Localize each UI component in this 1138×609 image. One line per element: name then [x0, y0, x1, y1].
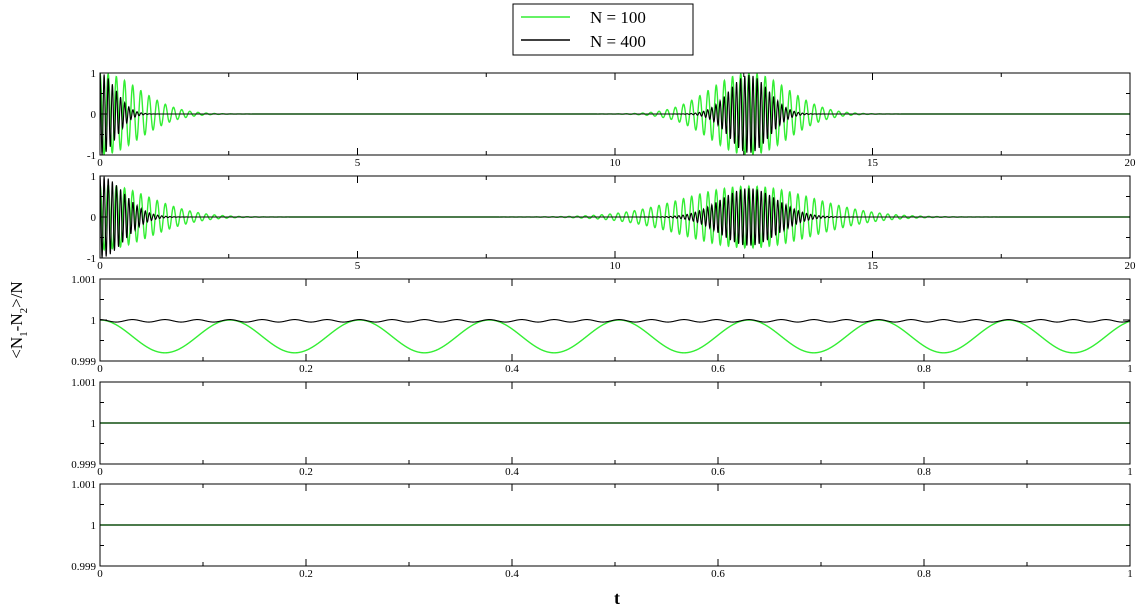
panel-4-xtick-label: 0.4 — [505, 466, 519, 478]
panel-5-ytick-label: 1 — [91, 520, 97, 532]
panel-2-series — [100, 176, 1130, 258]
panel-1-xtick-label: 10 — [610, 157, 622, 169]
panel-5-xtick-label: 0.8 — [917, 568, 931, 580]
panel-1-xtick-label: 20 — [1125, 157, 1137, 169]
panel-2-xtick-label: 20 — [1125, 260, 1137, 272]
panel-4: 0 0.2 0.4 0.6 0.8 1 0.999 1 1.001 — [71, 377, 1133, 478]
panel-2-ytick-label: -1 — [87, 253, 96, 265]
panel-4-ytick-label: 1 — [91, 418, 97, 430]
panel-4-xtick-label: 0 — [97, 466, 103, 478]
panel-3-xtick-label: 0 — [97, 363, 103, 375]
y-axis-label: <N1-N2>/N — [7, 281, 30, 358]
panel-2-series-n400-line — [100, 176, 1130, 258]
panel-1-xtick-label: 5 — [355, 157, 361, 169]
panel-3-xtick-label: 0.4 — [505, 363, 519, 375]
panel-3-xtick-label: 0.8 — [917, 363, 931, 375]
panel-2: 0 5 10 15 20-101 — [87, 171, 1136, 272]
y-label-part-a: <N — [7, 337, 26, 359]
legend-label-n400: N = 400 — [590, 32, 646, 51]
panel-5-xtick-label: 0.2 — [299, 568, 313, 580]
panel-1-ytick-label: -1 — [87, 150, 96, 162]
panel-2-xtick-label: 15 — [867, 260, 879, 272]
panel-5-xtick-label: 0.6 — [711, 568, 725, 580]
panel-3-ytick-label: 1 — [91, 315, 97, 327]
panel-1-xtick-label: 0 — [97, 157, 103, 169]
panel-5-xtick-label: 0 — [97, 568, 103, 580]
panel-3: 0 0.2 0.4 0.6 0.8 1 0.999 1 1.001 — [71, 274, 1133, 375]
panel-5: 0 0.2 0.4 0.6 0.8 1 0.999 1 1.001 — [71, 479, 1133, 580]
panel-4-ytick-label: 0.999 — [71, 459, 96, 471]
y-label-sub-1: 1 — [18, 331, 30, 337]
panel-1-series — [100, 73, 1130, 155]
panel-4-xtick-label: 0.2 — [299, 466, 313, 478]
panel-2-xtick-label: 5 — [355, 260, 361, 272]
y-label-part-e: >/N — [7, 281, 26, 308]
y-label-part-c: -N — [7, 313, 26, 331]
panel-5-ytick-label: 1.001 — [71, 479, 96, 491]
panel-3-xtick-label: 0.2 — [299, 363, 313, 375]
panel-3-series-n100-line — [100, 319, 1130, 354]
y-label-sub-2: 2 — [18, 308, 30, 314]
panel-2-ytick-label: 0 — [91, 212, 97, 224]
panel-3-xtick-label: 0.6 — [711, 363, 725, 375]
panel-4-xtick-label: 1 — [1127, 466, 1133, 478]
panel-2-xtick-label: 0 — [97, 260, 103, 272]
panel-3-ytick-label: 1.001 — [71, 274, 96, 286]
panel-3-ytick-label: 0.999 — [71, 356, 96, 368]
panel-2-xtick-label: 10 — [610, 260, 622, 272]
panel-5-ytick-label: 0.999 — [71, 561, 96, 573]
legend-label-n100: N = 100 — [590, 8, 646, 27]
panel-4-xtick-label: 0.6 — [711, 466, 725, 478]
panel-5-xtick-label: 1 — [1127, 568, 1133, 580]
panel-1-ytick-label: 0 — [91, 109, 97, 121]
panel-4-xtick-label: 0.8 — [917, 466, 931, 478]
panel-3-xtick-label: 1 — [1127, 363, 1133, 375]
legend: N = 100 N = 400 — [512, 3, 694, 56]
panel-4-ytick-label: 1.001 — [71, 377, 96, 389]
panel-1-xtick-label: 15 — [867, 157, 879, 169]
x-axis-label: t — [614, 588, 620, 608]
panel-1-ytick-label: 1 — [91, 68, 97, 80]
panel-3-series-n400-line — [100, 319, 1130, 323]
panel-1: 0 5 10 15 20-101 — [87, 68, 1136, 169]
panel-3-series — [100, 319, 1130, 354]
legend-box — [512, 3, 694, 56]
panel-2-ytick-label: 1 — [91, 171, 97, 183]
panel-1-series-n400-line — [100, 73, 1130, 155]
panel-5-xtick-label: 0.4 — [505, 568, 519, 580]
